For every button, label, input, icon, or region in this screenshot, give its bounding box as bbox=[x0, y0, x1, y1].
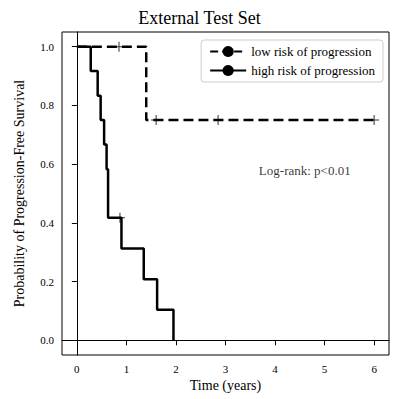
svg-text:External Test Set: External Test Set bbox=[138, 8, 260, 28]
svg-text:0.6: 0.6 bbox=[40, 158, 54, 170]
svg-text:0.2: 0.2 bbox=[40, 276, 54, 288]
svg-text:4: 4 bbox=[272, 363, 278, 375]
svg-text:5: 5 bbox=[322, 363, 328, 375]
svg-text:Time (years): Time (years) bbox=[190, 378, 262, 394]
svg-text:3: 3 bbox=[223, 363, 229, 375]
svg-text:0.4: 0.4 bbox=[40, 217, 54, 229]
svg-text:Probability of Progression-Fre: Probability of Progression-Free Survival bbox=[12, 80, 27, 308]
svg-text:Log-rank: p<0.01: Log-rank: p<0.01 bbox=[259, 163, 351, 178]
svg-text:0.8: 0.8 bbox=[40, 99, 54, 111]
svg-text:1: 1 bbox=[124, 363, 130, 375]
svg-text:6: 6 bbox=[371, 363, 377, 375]
svg-text:2: 2 bbox=[173, 363, 179, 375]
svg-text:1.0: 1.0 bbox=[40, 41, 54, 53]
svg-text:high risk of progression: high risk of progression bbox=[251, 63, 375, 78]
svg-text:0: 0 bbox=[74, 363, 80, 375]
svg-text:low risk of progression: low risk of progression bbox=[251, 44, 372, 59]
svg-text:0.0: 0.0 bbox=[40, 334, 54, 346]
